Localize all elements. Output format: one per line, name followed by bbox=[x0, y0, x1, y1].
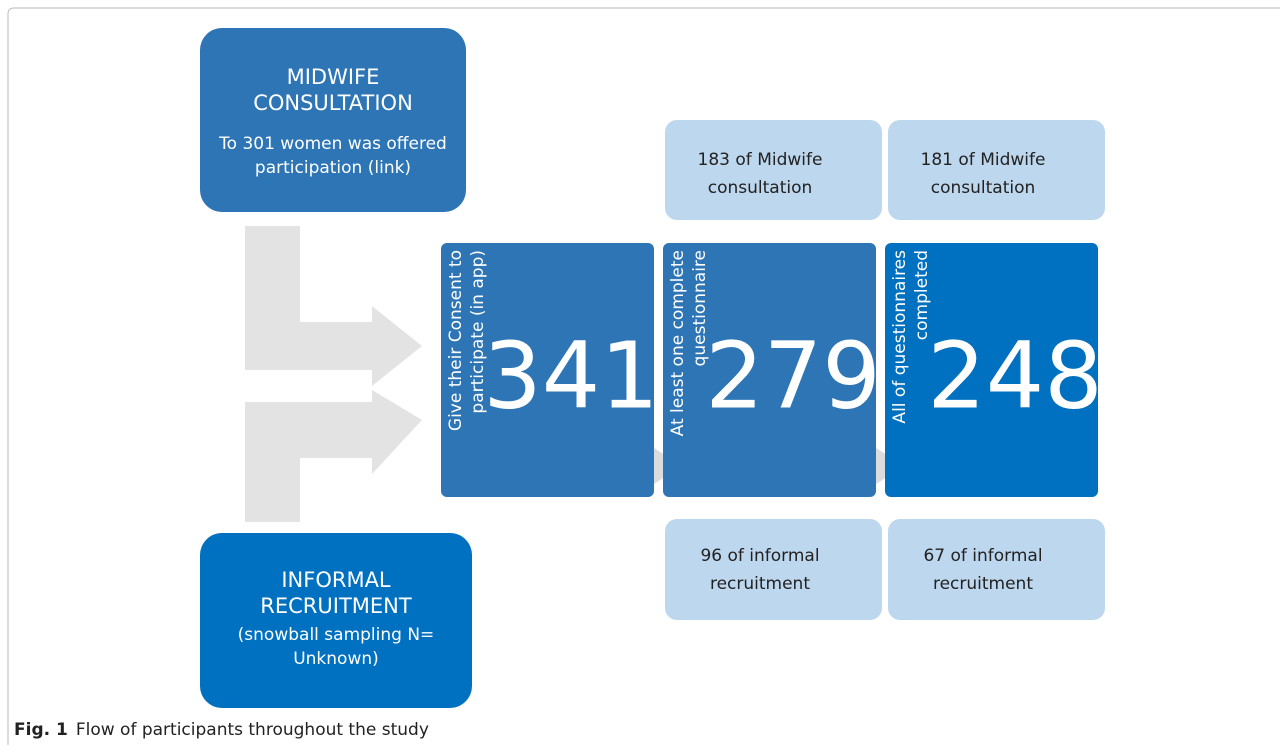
bottom-text: 96 of informal bbox=[700, 546, 819, 566]
bottom-text: recruitment bbox=[710, 574, 810, 594]
source-box bbox=[200, 28, 466, 212]
source-text: (snowball sampling N= bbox=[238, 625, 435, 645]
caption-label: Fig. 1 bbox=[14, 720, 68, 740]
caption: Fig. 1 Flow of participants throughout th… bbox=[14, 720, 429, 740]
source-text: participation (link) bbox=[255, 158, 411, 178]
source-text: To 301 women was offered bbox=[218, 134, 447, 154]
top-text: 183 of Midwife bbox=[698, 150, 823, 170]
stage-box bbox=[663, 243, 876, 497]
source-title: RECRUITMENT bbox=[260, 594, 412, 618]
source-title: CONSULTATION bbox=[253, 91, 413, 115]
source-text: Unknown) bbox=[293, 649, 379, 669]
stage-label: All of questionnaires bbox=[890, 250, 910, 424]
stage-box bbox=[441, 243, 654, 497]
stage-box bbox=[885, 243, 1098, 497]
caption-text: Flow of participants throughout the stud… bbox=[76, 720, 429, 740]
top-text: 181 of Midwife bbox=[921, 150, 1046, 170]
stage-number: 279 bbox=[705, 322, 881, 429]
stage-label: completed bbox=[912, 250, 932, 340]
bottom-box bbox=[888, 519, 1105, 620]
bottom-text: 67 of informal bbox=[923, 546, 1042, 566]
arrow bbox=[245, 390, 422, 522]
arrow bbox=[245, 226, 422, 386]
source-box bbox=[200, 533, 472, 708]
source-title: INFORMAL bbox=[281, 568, 391, 592]
top-text: consultation bbox=[931, 178, 1036, 198]
top-box bbox=[888, 120, 1105, 220]
stage-number: 341 bbox=[483, 322, 659, 429]
top-text: consultation bbox=[708, 178, 813, 198]
stage-label: questionnaire bbox=[690, 250, 710, 366]
source-title: MIDWIFE bbox=[287, 65, 380, 89]
stage-label: At least one complete bbox=[668, 250, 688, 436]
top-box bbox=[665, 120, 882, 220]
frame bbox=[7, 7, 1280, 745]
stage-label: Give their Consent to bbox=[446, 250, 466, 431]
bottom-box bbox=[665, 519, 882, 620]
stage-label: participate (in app) bbox=[468, 250, 488, 414]
bottom-text: recruitment bbox=[933, 574, 1033, 594]
stage-number: 248 bbox=[927, 322, 1103, 429]
